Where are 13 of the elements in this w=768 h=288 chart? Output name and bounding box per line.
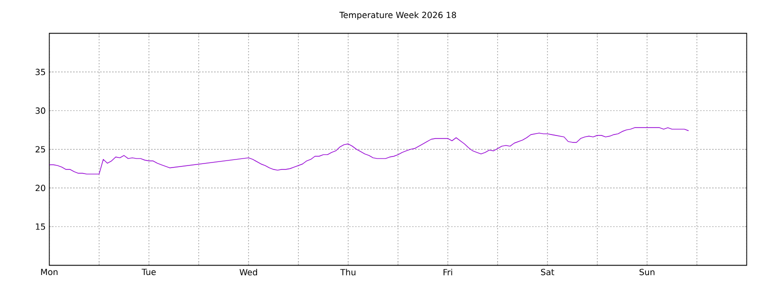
x-tick-label: Tue [142, 268, 156, 276]
y-tick-label: 30 [36, 107, 46, 114]
y-tick-label: 35 [36, 68, 46, 76]
x-tick-label: Sat [541, 268, 554, 276]
x-tick-label: Mon [41, 268, 58, 276]
chart-title: Temperature Week 2026 18 [339, 12, 456, 20]
y-tick-label: 20 [36, 184, 46, 192]
x-tick-label: Thu [340, 268, 356, 276]
x-tick-label: Wed [240, 268, 258, 276]
y-tick-label: 25 [36, 146, 46, 153]
x-tick-label: Sun [640, 268, 654, 276]
x-tick-label: Fri [444, 268, 452, 276]
y-tick-label: 15 [36, 223, 46, 230]
